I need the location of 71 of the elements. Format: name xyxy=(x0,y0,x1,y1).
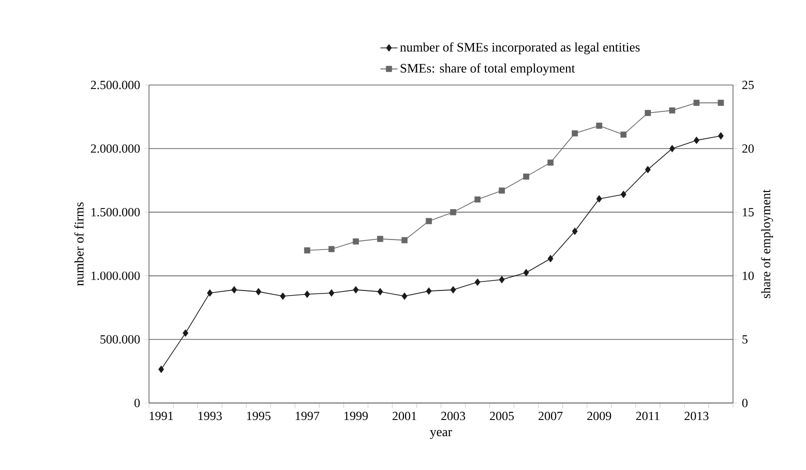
x-tick-label: 1999 xyxy=(344,412,368,420)
x-tick-label: 2013 xyxy=(684,412,708,420)
point xyxy=(572,130,578,136)
point xyxy=(401,237,408,244)
point xyxy=(693,100,700,106)
point xyxy=(352,238,359,244)
legend-label: SMEs: share of total employment xyxy=(400,63,575,76)
point xyxy=(182,329,188,337)
point xyxy=(256,288,262,296)
x-tick-label: 1997 xyxy=(296,412,320,420)
x-axis-title: year xyxy=(430,430,452,439)
point xyxy=(304,247,310,254)
point xyxy=(377,288,384,296)
point xyxy=(402,292,408,300)
point xyxy=(596,122,602,129)
point xyxy=(596,195,602,203)
point xyxy=(231,286,238,294)
point xyxy=(426,287,432,295)
x-tick-label: 2005 xyxy=(490,412,514,420)
point xyxy=(498,188,505,194)
point xyxy=(426,218,432,224)
x-tick-label: 2003 xyxy=(441,412,466,420)
x-tick-label: 2001 xyxy=(392,412,416,420)
point xyxy=(523,174,530,180)
point xyxy=(328,289,334,297)
y-tick-label: 2.500.000 xyxy=(90,80,140,90)
point xyxy=(669,144,676,152)
point xyxy=(718,100,724,106)
y2-tick-label: 20 xyxy=(742,144,754,153)
x-tick-label: 2011 xyxy=(636,412,660,420)
x-tick-label: 1993 xyxy=(198,412,222,420)
point xyxy=(206,289,213,297)
x-tick-label: 2009 xyxy=(587,412,612,420)
y2-tick-label: 25 xyxy=(742,80,754,90)
point xyxy=(352,286,359,294)
point xyxy=(499,276,505,284)
y-axis-title: number of firms xyxy=(74,202,84,286)
y-tick-label: 2.000.000 xyxy=(90,144,140,153)
x-tick-label: 2007 xyxy=(538,412,563,420)
point xyxy=(523,268,530,276)
y2-axis-title: share of employment xyxy=(761,189,773,298)
y2-tick-label: 10 xyxy=(742,272,754,280)
point xyxy=(644,110,651,116)
point xyxy=(450,209,456,216)
point xyxy=(158,366,164,374)
point xyxy=(620,190,626,198)
x-tick-label: 1995 xyxy=(247,412,270,420)
point xyxy=(694,136,700,144)
point xyxy=(450,286,456,294)
point xyxy=(572,228,578,236)
y2-tick-label: 0 xyxy=(742,398,748,408)
point xyxy=(328,246,335,252)
point xyxy=(620,132,627,138)
point xyxy=(718,132,724,140)
point xyxy=(280,292,286,300)
y2-tick-label: 5 xyxy=(742,335,748,344)
y2-tick-label: 15 xyxy=(742,208,754,216)
legend-label: number of SMEs incorporated as legal entities xyxy=(400,42,640,54)
y-tick-label: 0 xyxy=(134,398,140,408)
point xyxy=(548,254,554,262)
point xyxy=(645,166,651,174)
point xyxy=(669,107,676,114)
y-tick-label: 500.000 xyxy=(100,335,140,344)
x-tick-label: 1991 xyxy=(150,412,173,420)
point xyxy=(547,160,554,166)
point xyxy=(474,278,480,286)
point xyxy=(474,196,481,203)
y-tick-label: 1.000.000 xyxy=(92,272,140,280)
point xyxy=(304,290,310,298)
y-tick-label: 1.500.000 xyxy=(92,208,140,216)
point xyxy=(377,236,384,242)
